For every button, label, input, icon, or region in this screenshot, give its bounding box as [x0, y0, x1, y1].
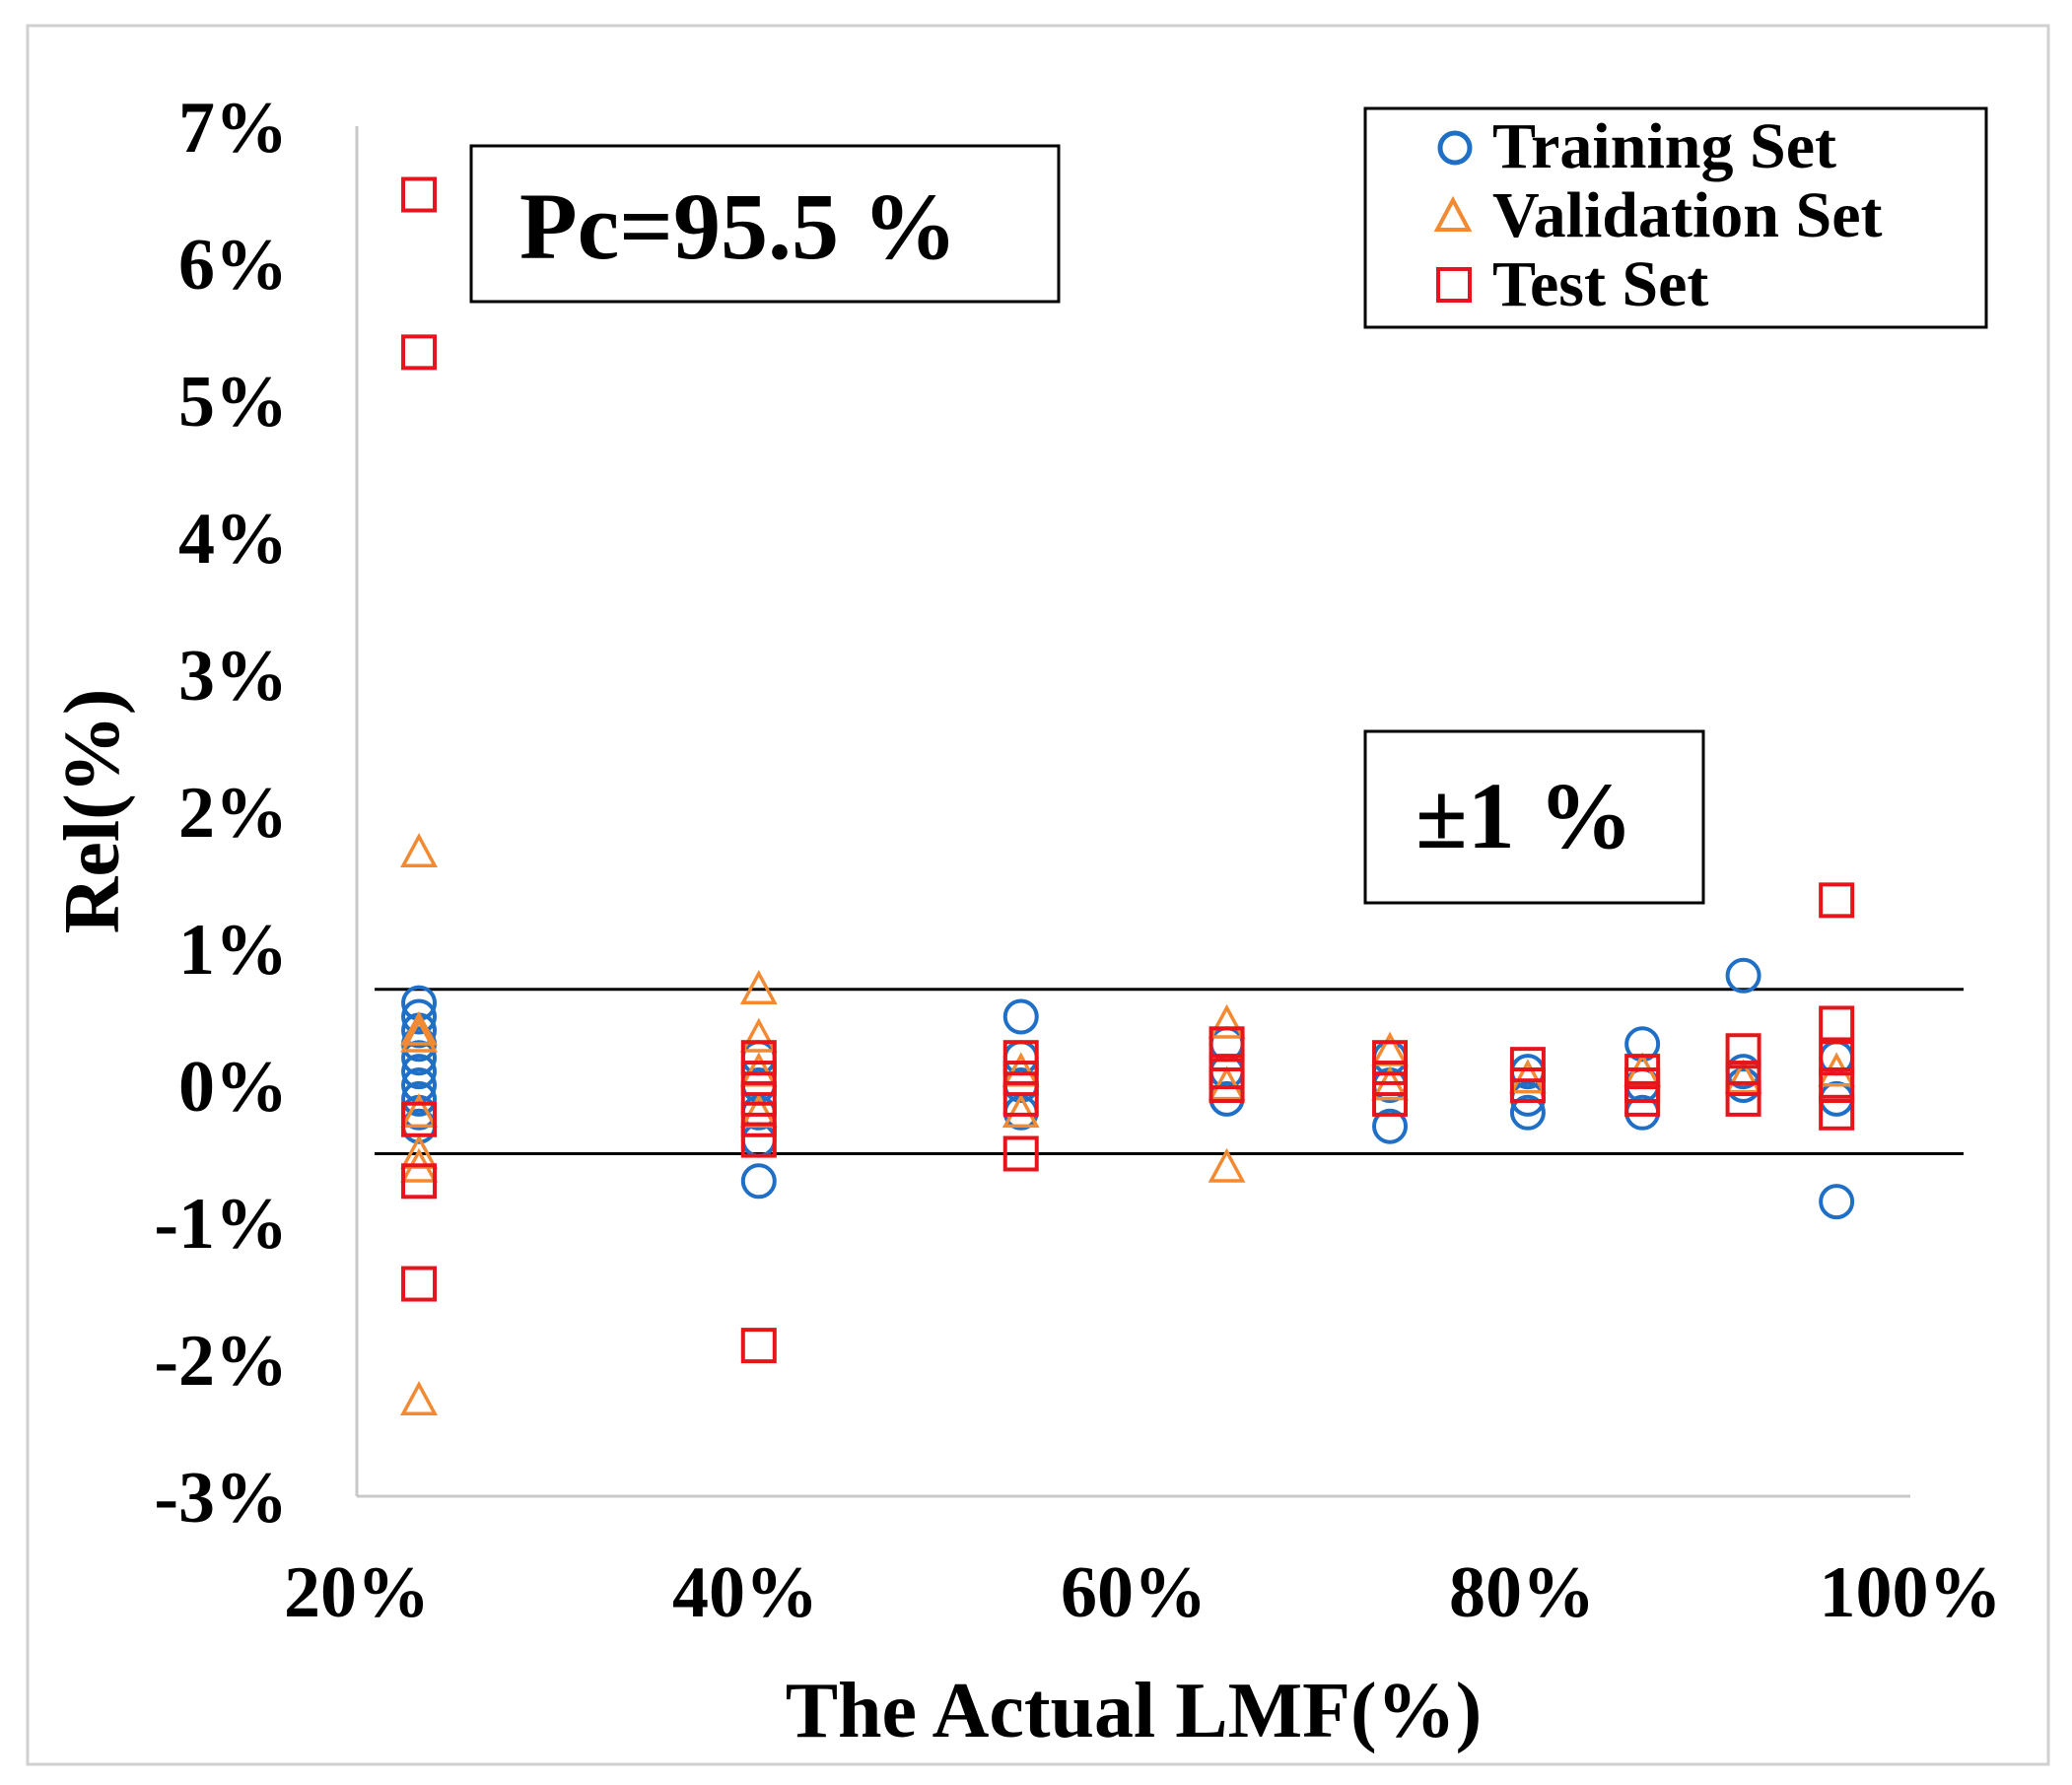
test-point — [401, 1101, 438, 1137]
legend: Training Set Validation Set Test Set — [1363, 106, 1988, 329]
test-point — [1725, 1033, 1761, 1069]
x-tick-label: 100% — [1820, 1552, 2002, 1633]
test-point — [1002, 1080, 1039, 1117]
x-tick-label: 60% — [1061, 1552, 1207, 1633]
training-point — [1725, 957, 1761, 994]
test-point — [1725, 1061, 1761, 1097]
test-point — [401, 1163, 438, 1200]
test-point — [1372, 1040, 1409, 1076]
y-tick-labels: -3% -2% -1% 0% 1% 2% 3% 4% 5% 6% 7% — [154, 88, 288, 1539]
range-annotation-box — [1363, 729, 1705, 905]
training-point — [401, 1040, 438, 1076]
test-point — [1509, 1067, 1546, 1103]
training-point — [1509, 1094, 1546, 1131]
legend-test-label: Test Set — [1492, 248, 1708, 320]
legend-training-label: Training Set — [1492, 110, 1836, 182]
validation-point — [739, 970, 778, 1005]
validation-point — [1724, 1059, 1762, 1094]
validation-point — [400, 833, 438, 868]
y-tick-label: 6% — [178, 225, 288, 306]
pc-annotation-box — [469, 144, 1061, 304]
training-point — [1372, 1108, 1409, 1144]
test-point — [1819, 1067, 1855, 1103]
y-tick-label: 3% — [178, 636, 288, 717]
x-tick-label: 40% — [672, 1552, 818, 1633]
test-point — [740, 1061, 777, 1097]
test-point — [401, 334, 438, 371]
test-point — [740, 1101, 777, 1137]
y-tick-label: 1% — [178, 910, 288, 991]
test-point — [1819, 1094, 1855, 1131]
training-point — [1819, 1184, 1855, 1220]
validation-point — [1001, 1093, 1040, 1129]
validation-point — [1208, 1147, 1246, 1183]
test-point — [1819, 1005, 1855, 1042]
test-point — [1209, 1026, 1245, 1063]
test-point — [1002, 1040, 1039, 1076]
test-point — [1819, 882, 1855, 919]
reference-lines — [375, 988, 1964, 1155]
training-point — [401, 1080, 438, 1117]
training-point — [401, 1067, 438, 1103]
y-axis-title: Rel(%) — [49, 689, 136, 934]
validation-point — [400, 1093, 438, 1129]
training-point — [1624, 1026, 1661, 1063]
test-point — [1725, 1080, 1761, 1117]
test-point — [1624, 1080, 1661, 1117]
y-tick-label: 7% — [178, 88, 288, 169]
test-point — [1002, 1135, 1039, 1172]
test-point — [740, 1080, 777, 1117]
test-point — [1819, 1040, 1855, 1076]
legend-validation-label: Validation Set — [1492, 179, 1883, 251]
y-tick-label: -1% — [154, 1184, 288, 1265]
legend-validation-marker — [1433, 195, 1473, 232]
y-tick-label: -2% — [154, 1321, 288, 1402]
training-point — [401, 1054, 438, 1090]
validation-point — [739, 1017, 778, 1053]
x-tick-label: 20% — [284, 1552, 430, 1633]
test-point — [1372, 1080, 1409, 1117]
y-tick-label: 0% — [178, 1047, 288, 1128]
series-test-set — [401, 176, 1855, 1364]
y-tick-label: 2% — [178, 773, 288, 854]
validation-point — [400, 1381, 438, 1416]
validation-point — [400, 1017, 438, 1053]
validation-point — [1508, 1059, 1547, 1094]
y-tick-label: -3% — [154, 1458, 288, 1539]
test-point — [740, 1328, 777, 1364]
test-point — [1509, 1047, 1546, 1083]
y-tick-label: 4% — [178, 499, 288, 580]
test-point — [1002, 1061, 1039, 1097]
test-point — [401, 1266, 438, 1302]
x-axis-title: The Actual LMF(%) — [786, 1668, 1483, 1754]
y-tick-label: 5% — [178, 362, 288, 443]
validation-point — [1208, 1003, 1246, 1039]
x-tick-label: 80% — [1449, 1552, 1595, 1633]
training-point — [1002, 998, 1039, 1035]
test-point — [401, 176, 438, 213]
training-point — [401, 998, 438, 1035]
validation-point — [400, 1010, 438, 1046]
legend-training-marker — [1437, 130, 1473, 166]
training-point — [740, 1163, 777, 1200]
range-annotation-text: ±1 % — [1416, 763, 1633, 868]
test-point — [1372, 1061, 1409, 1097]
validation-point — [1208, 1065, 1246, 1101]
test-point — [740, 1040, 777, 1076]
test-point — [1209, 1067, 1245, 1103]
x-tick-labels: 20% 40% 60% 80% 100% — [284, 1552, 2002, 1633]
legend-test-marker — [1436, 267, 1472, 303]
pc-annotation-text: Pc=95.5 % — [519, 173, 957, 279]
test-point — [740, 1122, 777, 1158]
data-points — [400, 176, 1856, 1416]
